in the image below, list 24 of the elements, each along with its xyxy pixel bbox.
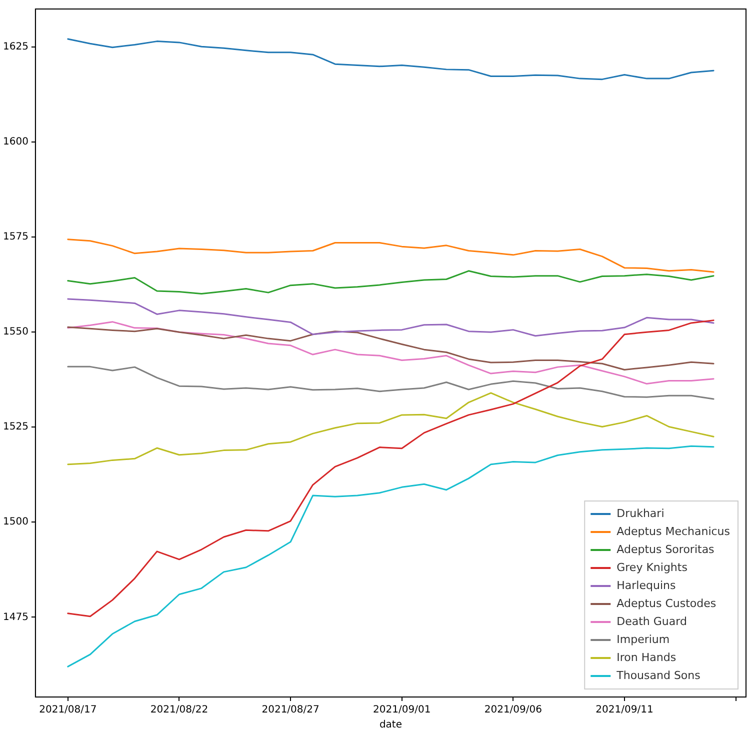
- legend-label: Drukhari: [616, 506, 664, 520]
- x-tick-label: 2021/08/27: [262, 704, 320, 716]
- x-tick-label: 2021/09/06: [484, 704, 542, 716]
- y-tick-label: 1475: [2, 612, 28, 623]
- legend-label: Imperium: [616, 632, 670, 646]
- legend-label: Adeptus Sororitas: [616, 542, 715, 556]
- legend-label: Iron Hands: [616, 650, 676, 664]
- y-tick-label: 1600: [2, 136, 28, 148]
- x-axis-title: date: [379, 720, 402, 731]
- legend-label: Death Guard: [616, 614, 687, 628]
- x-tick-label: 2021/08/22: [150, 704, 208, 716]
- x-tick-label: 2021/08/17: [39, 704, 97, 716]
- legend-label: Adeptus Custodes: [616, 596, 716, 610]
- legend-label: Grey Knights: [616, 560, 688, 574]
- y-tick-label: 1575: [2, 232, 28, 243]
- legend-label: Adeptus Mechanicus: [616, 524, 730, 538]
- legend-label: Harlequins: [616, 578, 676, 592]
- y-tick-label: 1500: [2, 516, 28, 528]
- y-tick-label: 1625: [2, 42, 28, 53]
- x-tick-label: 2021/09/01: [373, 704, 431, 716]
- y-tick-label: 1550: [2, 326, 28, 338]
- y-tick-label: 1525: [2, 422, 28, 433]
- x-tick-label: 2021/09/11: [596, 704, 654, 716]
- legend-label: Thousand Sons: [616, 668, 701, 682]
